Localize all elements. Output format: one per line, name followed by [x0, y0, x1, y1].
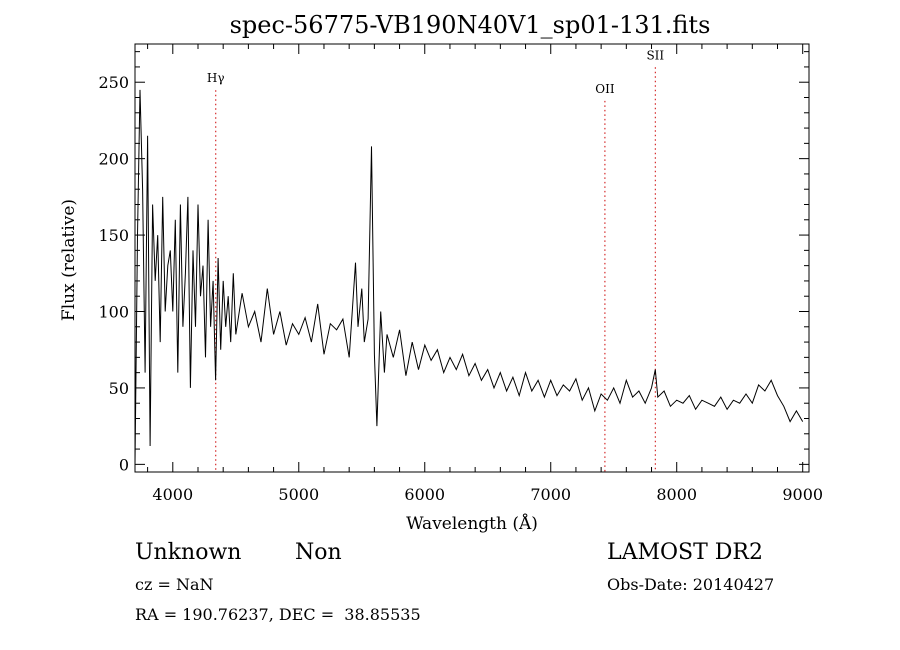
x-tick-label: 6000 [404, 485, 445, 504]
coords-label: RA = 190.76237, DEC = 38.85535 [135, 605, 421, 624]
marker-lines: Hγ OII SII [207, 48, 664, 472]
y-tick-label: 100 [98, 303, 129, 322]
y-tick-label: 50 [109, 379, 129, 398]
spectrum-line [134, 89, 804, 465]
axis-ticks [135, 44, 809, 472]
x-axis-label: Wavelength (Å) [406, 513, 538, 534]
y-tick-label: 150 [98, 226, 129, 245]
chart-title: spec-56775-VB190N40V1_sp01-131.fits [230, 11, 711, 39]
y-tick-labels: 0 50 100 150 200 250 [98, 73, 129, 474]
marker-label: Hγ [207, 71, 225, 85]
obs-date-label: Obs-Date: 20140427 [607, 575, 775, 594]
x-tick-labels: 4000 5000 6000 7000 8000 9000 [152, 485, 823, 504]
x-tick-label: 7000 [530, 485, 571, 504]
survey-label: LAMOST DR2 [607, 540, 763, 565]
y-tick-label: 200 [98, 150, 129, 169]
y-tick-label: 0 [119, 455, 129, 474]
plot-frame [134, 43, 810, 473]
marker-label: OII [595, 82, 615, 96]
y-tick-label: 250 [98, 73, 129, 92]
cz-label: cz = NaN [135, 575, 214, 594]
x-tick-label: 8000 [656, 485, 697, 504]
class-label: Unknown [135, 540, 242, 565]
subclass-label: Non [295, 540, 342, 565]
x-tick-label: 5000 [278, 485, 319, 504]
x-tick-label: 4000 [152, 485, 193, 504]
marker-label: SII [646, 48, 664, 62]
y-axis-label: Flux (relative) [59, 199, 79, 321]
x-tick-label: 9000 [782, 485, 823, 504]
